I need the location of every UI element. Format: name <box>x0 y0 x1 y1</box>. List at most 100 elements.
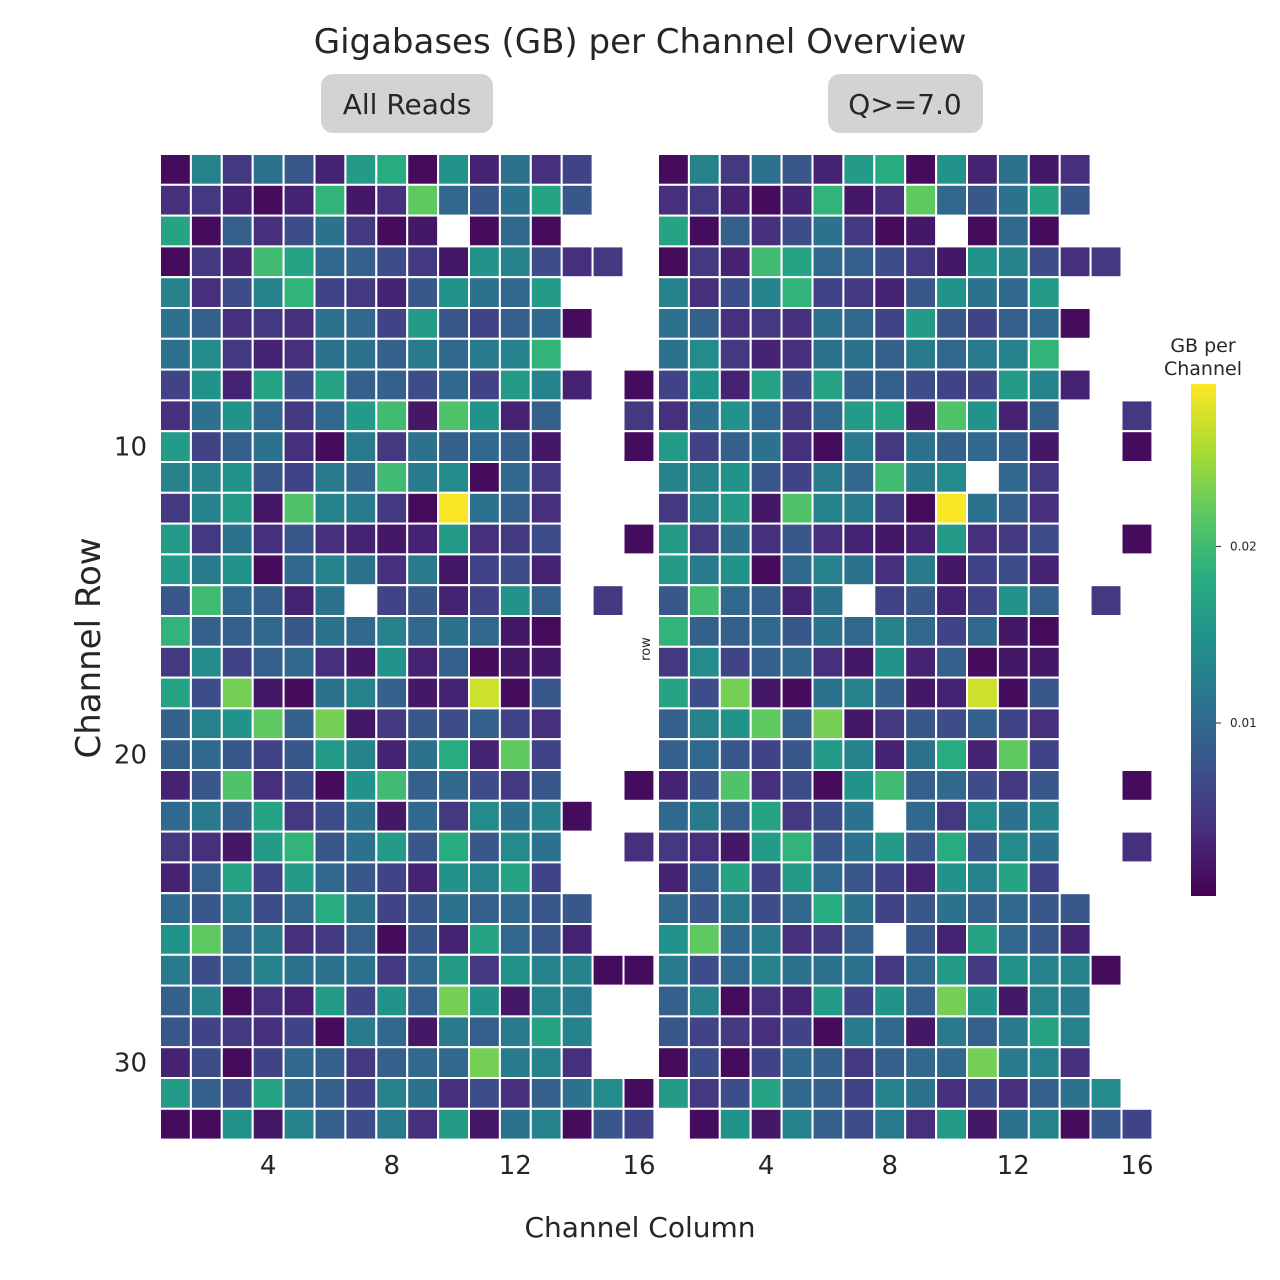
heatmap-cell <box>529 430 563 464</box>
heatmap-cell <box>780 337 814 371</box>
heatmap-cell <box>842 522 876 556</box>
heatmap-cell <box>749 923 783 956</box>
heatmap-cell <box>1027 368 1061 402</box>
heatmap-cell <box>904 1015 938 1049</box>
heatmap-cell <box>935 1046 968 1079</box>
heatmap-cell <box>811 245 845 279</box>
heatmap-cell <box>811 553 845 587</box>
heatmap-cell <box>935 953 968 987</box>
heatmap-cell <box>996 368 1030 402</box>
heatmap-cell <box>529 461 563 494</box>
heatmap-cell <box>749 769 783 802</box>
heatmap-cell <box>873 892 907 926</box>
heatmap-cell <box>966 399 999 433</box>
heatmap-cell <box>437 461 471 494</box>
heatmap-cell <box>935 461 968 494</box>
heatmap-cell <box>935 183 968 217</box>
heatmap-cell <box>189 461 223 494</box>
heatmap-cell <box>529 276 563 310</box>
heatmap-cell <box>406 984 440 1018</box>
heatmap-cell <box>718 1046 752 1079</box>
heatmap-cell <box>687 676 721 710</box>
heatmap-cell <box>406 245 440 279</box>
heatmap-cell <box>529 491 563 525</box>
heatmap-cell <box>159 1077 192 1110</box>
heatmap-cell <box>904 553 938 587</box>
heatmap-cell <box>996 738 1030 772</box>
heatmap-cell <box>687 645 721 679</box>
heatmap-cell <box>996 861 1030 895</box>
heatmap-cell <box>529 553 563 587</box>
heatmap-cell <box>873 1077 907 1110</box>
heatmap-cell <box>687 153 721 186</box>
heatmap-cell <box>406 1015 440 1049</box>
heatmap-cell <box>687 769 721 802</box>
heatmap-cell <box>749 799 783 833</box>
heatmap-cell <box>189 553 223 587</box>
heatmap-cell <box>966 799 999 833</box>
heatmap-cell <box>842 1107 876 1141</box>
heatmap-cell <box>437 769 471 802</box>
heatmap-cell <box>996 707 1030 741</box>
heatmap-cell <box>749 553 783 587</box>
heatmap-cell <box>220 645 254 679</box>
heatmap-cell <box>657 153 690 186</box>
heatmap-cell <box>375 615 409 648</box>
heatmap-cell <box>282 861 316 895</box>
heatmap-cell <box>406 1077 440 1110</box>
heatmap-cell <box>842 892 876 926</box>
heatmap-cell <box>282 245 316 279</box>
heatmap-cell <box>1058 923 1092 956</box>
heatmap-cell <box>498 245 532 279</box>
heatmap-cell <box>718 584 752 618</box>
heatmap-cell <box>313 153 347 186</box>
heatmap-cell <box>282 368 316 402</box>
heatmap-cell <box>873 1107 907 1141</box>
heatmap-cell <box>873 707 907 741</box>
heatmap-cell <box>657 337 690 371</box>
heatmap-cell <box>718 892 752 926</box>
heatmap-cell <box>251 1046 285 1079</box>
heatmap-cell <box>873 368 907 402</box>
heatmap-cell <box>313 491 347 525</box>
heatmap-cell <box>220 1046 254 1079</box>
heatmap-cell <box>468 337 501 371</box>
heatmap-cell <box>1058 368 1092 402</box>
heatmap-cell <box>1027 399 1061 433</box>
heatmap-cell <box>313 892 347 926</box>
heatmap-cell <box>657 923 690 956</box>
heatmap-cell <box>873 1046 907 1079</box>
heatmap-cell <box>313 522 347 556</box>
heatmap-cell <box>560 153 594 186</box>
y-tick-label: 10 <box>114 433 147 463</box>
heatmap-cell <box>282 923 316 956</box>
heatmap-cell <box>687 892 721 926</box>
heatmap-cell <box>189 707 223 741</box>
heatmap-cell <box>375 399 409 433</box>
heatmap-cell <box>996 830 1030 864</box>
heatmap-cell <box>873 984 907 1018</box>
x-tick-label: 16 <box>622 1151 655 1181</box>
heatmap-cell <box>251 984 285 1018</box>
heatmap-cell <box>560 245 594 279</box>
heatmap-cell <box>159 799 192 833</box>
heatmap-cell <box>1120 399 1154 433</box>
heatmap-cell <box>966 491 999 525</box>
heatmap-cell <box>282 799 316 833</box>
heatmap-cell <box>560 799 594 833</box>
heatmap-cell <box>159 892 192 926</box>
heatmap-cell <box>159 430 192 464</box>
heatmap-cell <box>904 892 938 926</box>
heatmap-cell <box>437 645 471 679</box>
heatmap-cell <box>966 676 999 710</box>
heatmap-cell <box>220 769 254 802</box>
heatmap-cell <box>1058 245 1092 279</box>
heatmap-cell <box>935 769 968 802</box>
heatmap-cell <box>189 769 223 802</box>
heatmap-cell <box>935 799 968 833</box>
heatmap-cell <box>406 368 440 402</box>
heatmap-cell <box>251 214 285 248</box>
heatmap-cell <box>437 337 471 371</box>
heatmap-cell <box>251 337 285 371</box>
heatmap-cell <box>904 307 938 340</box>
